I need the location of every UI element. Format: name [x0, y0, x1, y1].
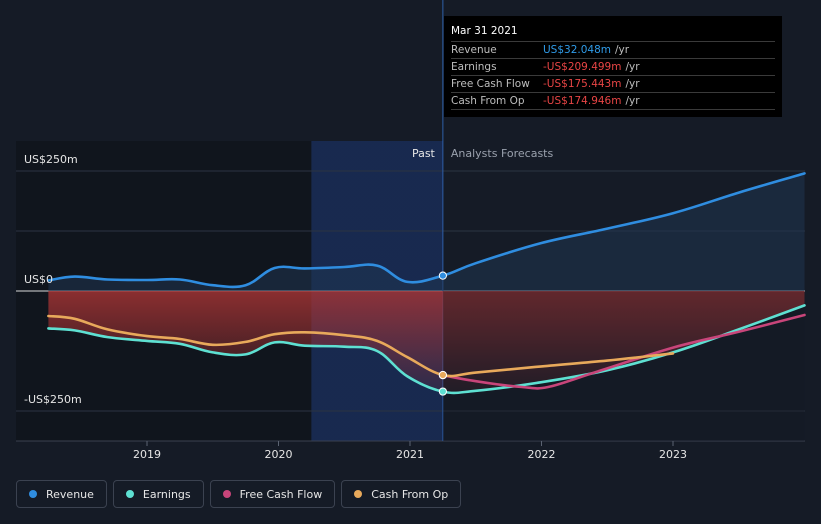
y-tick-label: US$0 [24, 273, 53, 286]
tooltip-row-earnings: Earnings -US$209.499m /yr [451, 59, 775, 76]
data-point-marker [438, 370, 447, 380]
chart: US$250m US$0 -US$250m 2019 2020 2021 2022 2023 P… [16, 0, 806, 461]
data-point-marker [438, 387, 447, 396]
legend-item-revenue[interactable]: Revenue [16, 480, 107, 508]
tooltip-label: Free Cash Flow [451, 78, 530, 90]
data-point-marker [438, 271, 447, 280]
tooltip-date: Mar 31 2021 [451, 22, 775, 42]
tooltip-value: -US$174.946m [543, 95, 622, 107]
forecast-label: Analysts Forecasts [451, 147, 554, 160]
tooltip-unit: /yr [625, 78, 640, 90]
legend-item-cash-from-op[interactable]: Cash From Op [341, 480, 462, 508]
tooltip: Mar 31 2021 Revenue US$32.048m /yr Earni… [444, 16, 782, 117]
tooltip-value: US$32.048m [543, 44, 611, 56]
legend-label: Cash From Op [371, 487, 449, 501]
tooltip-label: Earnings [451, 61, 497, 73]
legend-label: Free Cash Flow [239, 487, 323, 501]
tooltip-row-cash-from-op: Cash From Op -US$174.946m /yr [451, 93, 775, 110]
series-line-cash-from-op [47, 314, 675, 378]
free-cash-flow-dot-icon [222, 490, 231, 498]
series-line-free-cash-flow [441, 313, 806, 390]
tooltip-value: -US$209.499m [543, 61, 622, 73]
tooltip-label: Cash From Op [451, 95, 525, 107]
revenue-dot-icon [29, 490, 37, 498]
y-tick-label: US$250m [24, 153, 78, 166]
tooltip-unit: /yr [625, 95, 640, 107]
x-tick-label: 2022 [528, 448, 556, 461]
past-label: Past [412, 147, 436, 160]
series-line-revenue [47, 172, 806, 289]
y-tick-label: -US$250m [24, 393, 82, 406]
earnings-dot-icon [125, 490, 134, 498]
tooltip-label: Revenue [451, 44, 497, 56]
x-tick-label: 2020 [265, 448, 293, 461]
x-tick-label: 2023 [659, 448, 687, 461]
tooltip-value: -US$175.443m [543, 78, 622, 90]
legend-label: Revenue [46, 487, 94, 501]
series-line-earnings [47, 304, 806, 395]
tooltip-row-revenue: Revenue US$32.048m /yr [451, 42, 775, 59]
legend: Revenue Earnings Free Cash Flow Cash Fro… [16, 480, 462, 508]
cash-from-op-dot-icon [354, 490, 363, 498]
tooltip-unit: /yr [615, 44, 630, 56]
tooltip-unit: /yr [625, 61, 640, 73]
legend-item-free-cash-flow[interactable]: Free Cash Flow [209, 480, 336, 508]
revenue-area [48, 173, 805, 291]
x-tick-label: 2019 [133, 448, 161, 461]
x-tick-label: 2021 [396, 448, 424, 461]
legend-item-earnings[interactable]: Earnings [112, 480, 204, 508]
legend-label: Earnings [142, 487, 191, 501]
tooltip-row-free-cash-flow: Free Cash Flow -US$175.443m /yr [451, 76, 775, 93]
